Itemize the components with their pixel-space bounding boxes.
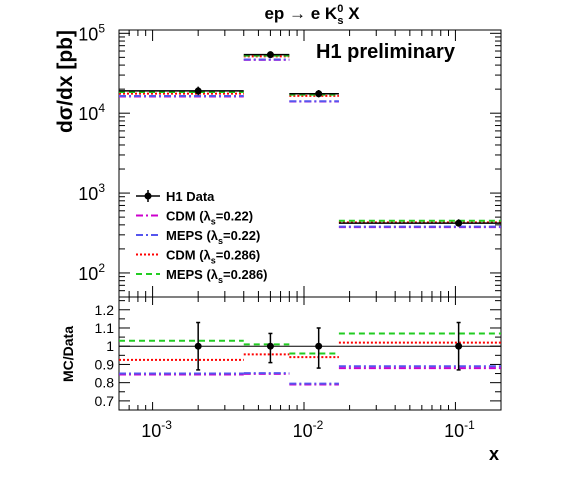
data-point [315,90,323,98]
upper-y-tick-label: 102 [78,261,105,284]
x-axis-title: x [489,444,499,464]
ratio-y-tick-label: 0.9 [95,356,115,372]
x-tick-label: 10-2 [293,418,324,441]
legend-label-2: MEPS (λs=0.22) [166,228,260,246]
legend: H1 Data CDM (λs=0.22)MEPS (λs=0.22) CDM (λ… [136,189,268,285]
ratio-y-tick-label: 1.1 [95,320,115,336]
ratio-y-tick-label: 0.7 [95,393,115,409]
legend-label-1: CDM (λs=0.22) [166,209,253,227]
ratio-series-group [119,321,501,386]
ratio-y-tick-label: 0.8 [95,375,115,391]
h1-preliminary-label: H1 preliminary [316,41,456,63]
ratio-point [455,342,463,350]
upper-axis-ticks: 102 103 104 105 [78,21,501,298]
ratio-y-axis-title: MC/Data [60,326,76,382]
ratio-point [194,342,202,350]
data-point [266,51,274,59]
upper-y-tick-label: 104 [78,101,105,124]
x-tick-label: 10-1 [444,418,475,441]
data-point [455,219,463,227]
data-point [194,87,202,95]
upper-y-tick-label: 105 [78,21,105,44]
upper-series-group [119,51,501,229]
ratio-axis-ticks: 0.7 0.8 0.9 1 1.1 1.2 [95,300,501,409]
legend-label-3: CDM (λs=0.286) [166,248,260,266]
chart-title: ep → e K0 s X [264,3,360,27]
legend-label-4: MEPS (λs=0.286) [166,267,268,285]
ratio-plot-frame [118,296,502,411]
x-axis-ticks: 10-3 10-2 10-1 [118,30,502,441]
ratio-point [266,342,274,350]
ratio-point [315,342,323,350]
x-tick-label: 10-3 [141,418,172,441]
upper-y-axis-title: dσ/dx [pb] [54,30,77,133]
ratio-y-tick-label: 1.2 [95,302,115,318]
legend-data-marker [144,192,152,200]
ratio-y-tick-label: 1 [106,338,114,354]
legend-data-label: H1 Data [166,189,215,204]
upper-y-tick-label: 103 [78,181,105,204]
